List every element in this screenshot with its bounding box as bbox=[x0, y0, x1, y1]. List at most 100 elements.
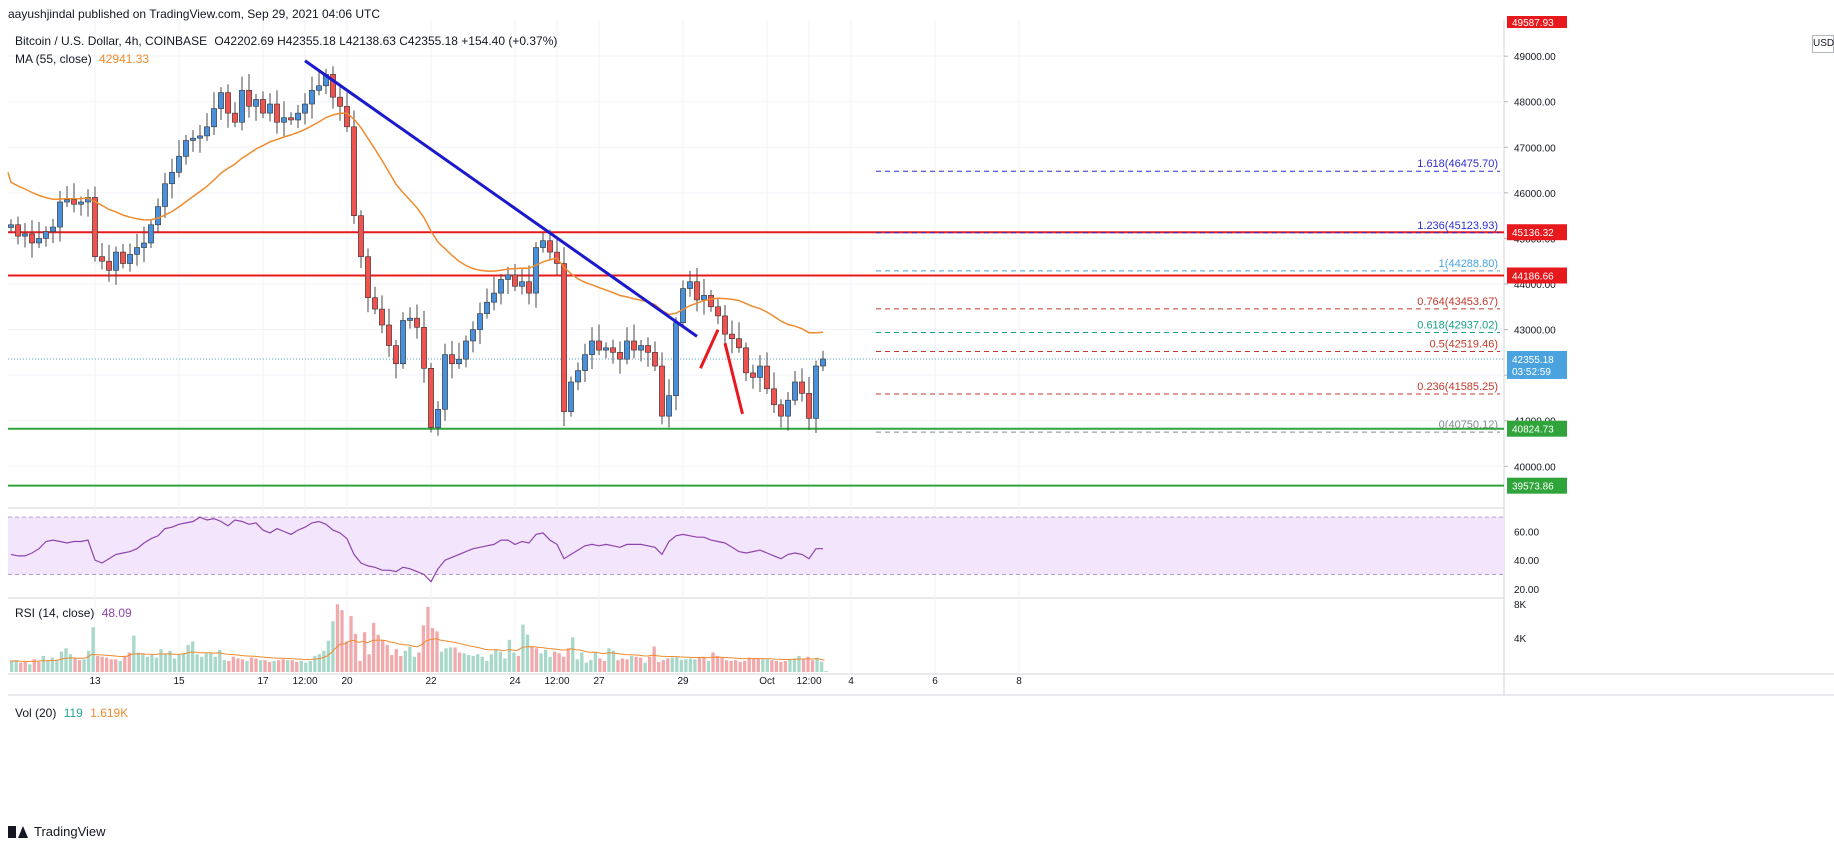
ma-legend[interactable]: MA (55, close) 42941.33 bbox=[15, 52, 149, 66]
volume-bar bbox=[86, 650, 91, 672]
level-price-label: 39573.86 bbox=[1512, 482, 1554, 493]
volume-bar bbox=[494, 649, 498, 672]
volume-value: 119 bbox=[63, 706, 83, 720]
candle-up bbox=[491, 292, 497, 303]
time-tick-label: 12:00 bbox=[544, 676, 569, 687]
volume-bar bbox=[367, 654, 371, 672]
volume-bar bbox=[498, 651, 503, 672]
volume-bar bbox=[286, 660, 290, 672]
candle-down bbox=[330, 74, 336, 98]
volume-bar bbox=[525, 634, 530, 672]
fib-level-label: 0.236(41585.25) bbox=[1417, 381, 1498, 393]
candle-down bbox=[393, 345, 399, 365]
volume-bar bbox=[693, 659, 697, 672]
volume-bar bbox=[19, 662, 23, 672]
currency-badge[interactable]: USD bbox=[1812, 35, 1834, 53]
candle-up bbox=[624, 340, 630, 360]
time-tick-label: 12:00 bbox=[292, 676, 317, 687]
volume-bar bbox=[209, 652, 213, 672]
candle-up bbox=[477, 313, 483, 330]
projection-path bbox=[699, 328, 720, 369]
volume-bar bbox=[163, 654, 168, 672]
volume-bar bbox=[770, 660, 774, 672]
candle-down bbox=[715, 306, 721, 317]
candle-down bbox=[120, 251, 126, 264]
candle-up bbox=[757, 365, 763, 378]
volume-bar bbox=[783, 660, 788, 672]
volume-bar bbox=[724, 660, 729, 672]
candle-down bbox=[358, 215, 364, 257]
volume-legend[interactable]: Vol (20) 119 1.619K bbox=[15, 706, 128, 720]
volume-bar bbox=[435, 631, 439, 672]
candle-down bbox=[736, 338, 742, 349]
volume-bar bbox=[55, 660, 59, 672]
volume-bar bbox=[136, 652, 141, 672]
volume-bar bbox=[426, 606, 430, 672]
volume-bar bbox=[607, 648, 611, 672]
candle-down bbox=[372, 297, 378, 310]
volume-bar bbox=[159, 649, 163, 672]
symbol-title[interactable]: Bitcoin / U.S. Dollar, 4h, COINBASE bbox=[15, 34, 208, 48]
volume-bar bbox=[557, 653, 561, 672]
volume-bar bbox=[417, 652, 421, 672]
volume-bar bbox=[566, 648, 570, 672]
price-tick-label: 49000.00 bbox=[1514, 52, 1556, 63]
volume-bar bbox=[41, 655, 45, 672]
volume-bar bbox=[408, 646, 412, 672]
candle-down bbox=[799, 381, 805, 394]
volume-bar bbox=[702, 656, 706, 672]
candle-down bbox=[274, 103, 280, 123]
candle-down bbox=[729, 333, 735, 339]
volume-bar bbox=[353, 633, 358, 672]
volume-bar bbox=[59, 651, 64, 672]
candle-down bbox=[596, 340, 602, 351]
volume-tick-label: 8K bbox=[1514, 600, 1527, 611]
volume-bar bbox=[634, 656, 638, 672]
volume-bar bbox=[295, 661, 299, 672]
volume-bar bbox=[37, 661, 41, 672]
candle-up bbox=[792, 381, 798, 401]
moving-average-line bbox=[7, 112, 824, 334]
volume-bar bbox=[788, 659, 792, 672]
level-price-badge bbox=[1507, 224, 1567, 241]
candle-up bbox=[470, 329, 476, 342]
volume-bar bbox=[335, 604, 340, 672]
volume-bar bbox=[245, 660, 249, 672]
candle-up bbox=[134, 247, 140, 255]
volume-bar bbox=[376, 634, 380, 672]
volume-bar bbox=[177, 654, 181, 672]
volume-bar bbox=[331, 621, 335, 672]
footer-brand[interactable]: TradingView bbox=[8, 824, 106, 839]
volume-bar bbox=[720, 657, 724, 672]
price-tick-label: 44000.00 bbox=[1514, 280, 1556, 291]
candle-up bbox=[540, 240, 546, 248]
level-price-label: 45136.32 bbox=[1512, 228, 1554, 239]
volume-bar bbox=[326, 640, 331, 672]
volume-bar bbox=[801, 659, 806, 672]
candle-down bbox=[106, 260, 112, 271]
candle-up bbox=[295, 112, 301, 121]
candle-down bbox=[750, 372, 756, 378]
candle-up bbox=[239, 90, 245, 123]
candle-down bbox=[246, 90, 252, 107]
rsi-legend[interactable]: RSI (14, close) 48.09 bbox=[15, 606, 132, 620]
volume-bar bbox=[616, 660, 620, 672]
volume-bar bbox=[127, 652, 131, 672]
current-price-label: 42355.18 bbox=[1512, 355, 1554, 366]
candle-up bbox=[141, 242, 147, 248]
volume-bar bbox=[95, 655, 100, 672]
candle-up bbox=[148, 224, 154, 244]
volume-bar bbox=[562, 656, 566, 672]
volume-bar bbox=[421, 625, 426, 672]
candle-up bbox=[197, 135, 203, 139]
candle-up bbox=[302, 103, 308, 114]
volume-bar bbox=[46, 660, 50, 672]
volume-bar bbox=[50, 657, 55, 672]
volume-bar bbox=[204, 653, 208, 672]
volume-bar bbox=[512, 652, 516, 672]
countdown-label: 03:52:59 bbox=[1512, 367, 1551, 378]
rsi-tick-label: 40.00 bbox=[1514, 556, 1539, 567]
candle-up bbox=[218, 92, 224, 109]
volume-bar bbox=[593, 651, 598, 672]
volume-bar bbox=[810, 660, 815, 672]
